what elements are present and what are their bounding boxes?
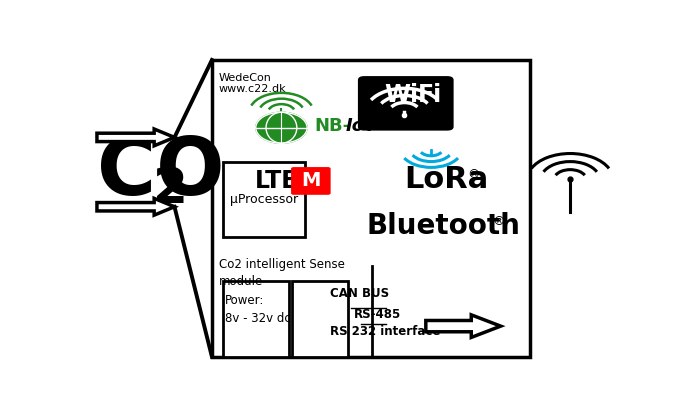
Text: RS 232 interface: RS 232 interface xyxy=(330,324,440,338)
FancyBboxPatch shape xyxy=(358,76,453,131)
Text: 2: 2 xyxy=(153,165,188,213)
Text: Bluetooth: Bluetooth xyxy=(367,212,521,240)
Text: CAN BUS: CAN BUS xyxy=(330,287,388,300)
Text: RS-485: RS-485 xyxy=(353,308,401,321)
Bar xyxy=(223,281,290,357)
Text: LTE-: LTE- xyxy=(255,169,308,193)
Text: Fi: Fi xyxy=(418,83,442,107)
Polygon shape xyxy=(97,198,175,215)
Text: CO: CO xyxy=(97,134,224,212)
Text: NB-: NB- xyxy=(315,117,351,135)
Bar xyxy=(212,60,530,357)
Text: WedeCon
www.c22.dk: WedeCon www.c22.dk xyxy=(219,73,286,94)
Text: Power:
8v - 32v dc: Power: 8v - 32v dc xyxy=(225,294,291,325)
Bar xyxy=(292,281,348,357)
Polygon shape xyxy=(97,129,175,146)
Bar xyxy=(223,162,306,238)
Circle shape xyxy=(256,112,307,143)
Text: Co2 intelligent Sense
module: Co2 intelligent Sense module xyxy=(219,259,345,288)
Text: LoRa: LoRa xyxy=(404,165,489,194)
FancyBboxPatch shape xyxy=(291,167,331,195)
Text: ®: ® xyxy=(493,215,505,228)
Polygon shape xyxy=(426,315,501,337)
Text: μProcessor: μProcessor xyxy=(230,193,298,206)
Text: IoT: IoT xyxy=(346,117,377,135)
Text: M: M xyxy=(301,171,321,191)
Text: ®: ® xyxy=(468,168,480,181)
Text: Wi: Wi xyxy=(385,83,419,107)
